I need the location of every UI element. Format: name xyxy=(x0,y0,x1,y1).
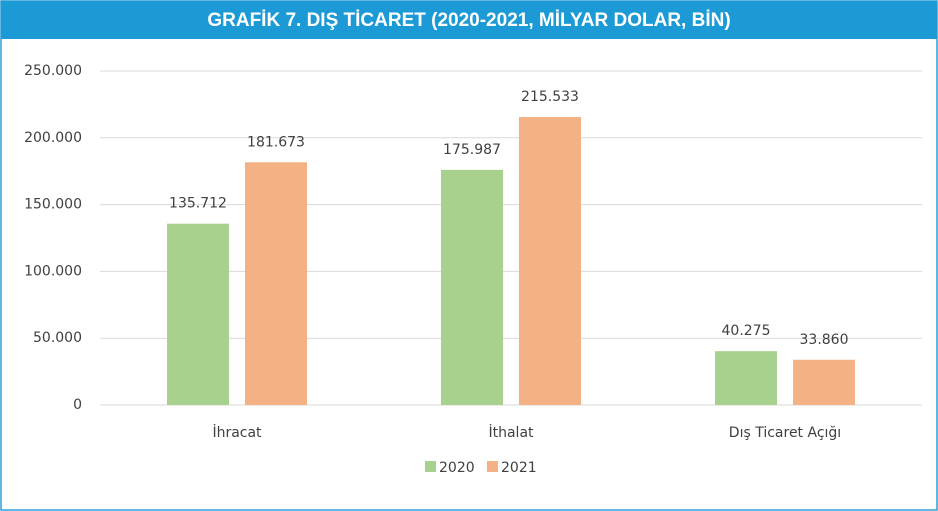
bar xyxy=(245,162,307,405)
x-tick-label: İthalat xyxy=(488,423,534,441)
value-label: 33.860 xyxy=(800,332,849,348)
chart-title: GRAFİK 7. DIŞ TİCARET (2020-2021, MİLYAR… xyxy=(207,10,730,31)
value-label: 135.712 xyxy=(169,196,227,212)
y-tick-label: 150.000 xyxy=(24,197,82,213)
y-tick-label: 0 xyxy=(73,397,82,413)
legend-label: 2020 xyxy=(439,460,475,476)
bar xyxy=(793,359,855,405)
x-tick-label: İhracat xyxy=(212,423,262,441)
bar xyxy=(715,351,777,405)
bar xyxy=(519,117,581,405)
bar xyxy=(167,223,229,405)
bar xyxy=(441,169,503,405)
y-tick-label: 200.000 xyxy=(24,130,82,146)
legend-swatch xyxy=(425,461,436,472)
y-tick-label: 50.000 xyxy=(33,330,82,346)
value-label: 181.673 xyxy=(247,134,305,150)
y-tick-label: 250.000 xyxy=(24,63,82,79)
y-tick-label: 100.000 xyxy=(24,263,82,279)
value-label: 40.275 xyxy=(722,323,771,339)
value-label: 215.533 xyxy=(521,89,579,105)
title-bar xyxy=(1,1,937,39)
legend-swatch xyxy=(487,461,498,472)
legend-label: 2021 xyxy=(501,460,537,476)
x-tick-label: Dış Ticaret Açığı xyxy=(729,425,841,441)
value-label: 175.987 xyxy=(443,142,501,158)
